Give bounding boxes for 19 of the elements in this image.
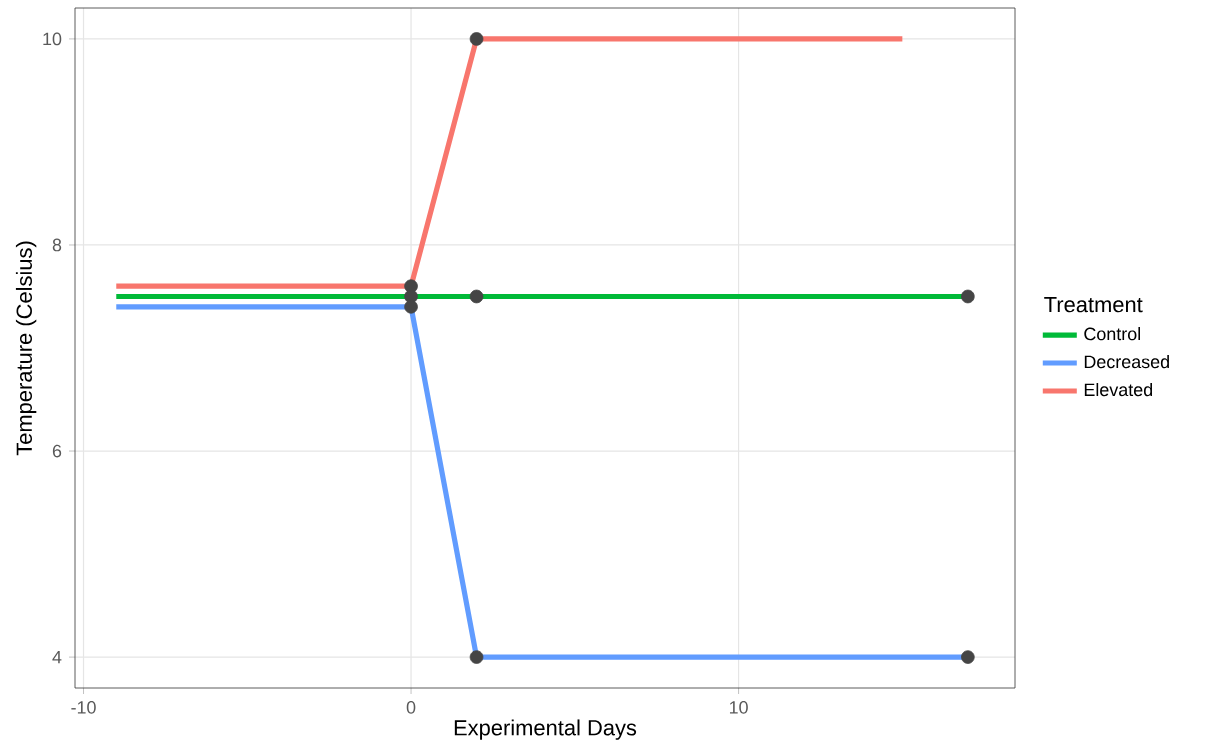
legend-label: Control [1084, 327, 1140, 341]
point [961, 289, 975, 304]
point [469, 650, 484, 664]
y-tick-label: 6 [52, 444, 62, 458]
legend-label: Decreased [1084, 355, 1169, 369]
point [961, 650, 975, 664]
legend-title: Treatment [1044, 297, 1143, 313]
x-axis-title: Experimental Days [454, 719, 637, 740]
y-axis-title: Temperature (Celsius) [15, 241, 37, 456]
x-tick-label: -10 [71, 701, 96, 714]
x-tick-label: 0 [406, 701, 416, 714]
point [404, 299, 418, 314]
point [469, 32, 484, 46]
x-tick-label: 10 [729, 701, 748, 714]
y-tick-label: 8 [52, 238, 62, 252]
point [469, 289, 484, 304]
legend-label: Elevated [1084, 382, 1153, 397]
y-tick-label: 10 [43, 32, 62, 46]
y-tick-label: 4 [52, 650, 62, 664]
